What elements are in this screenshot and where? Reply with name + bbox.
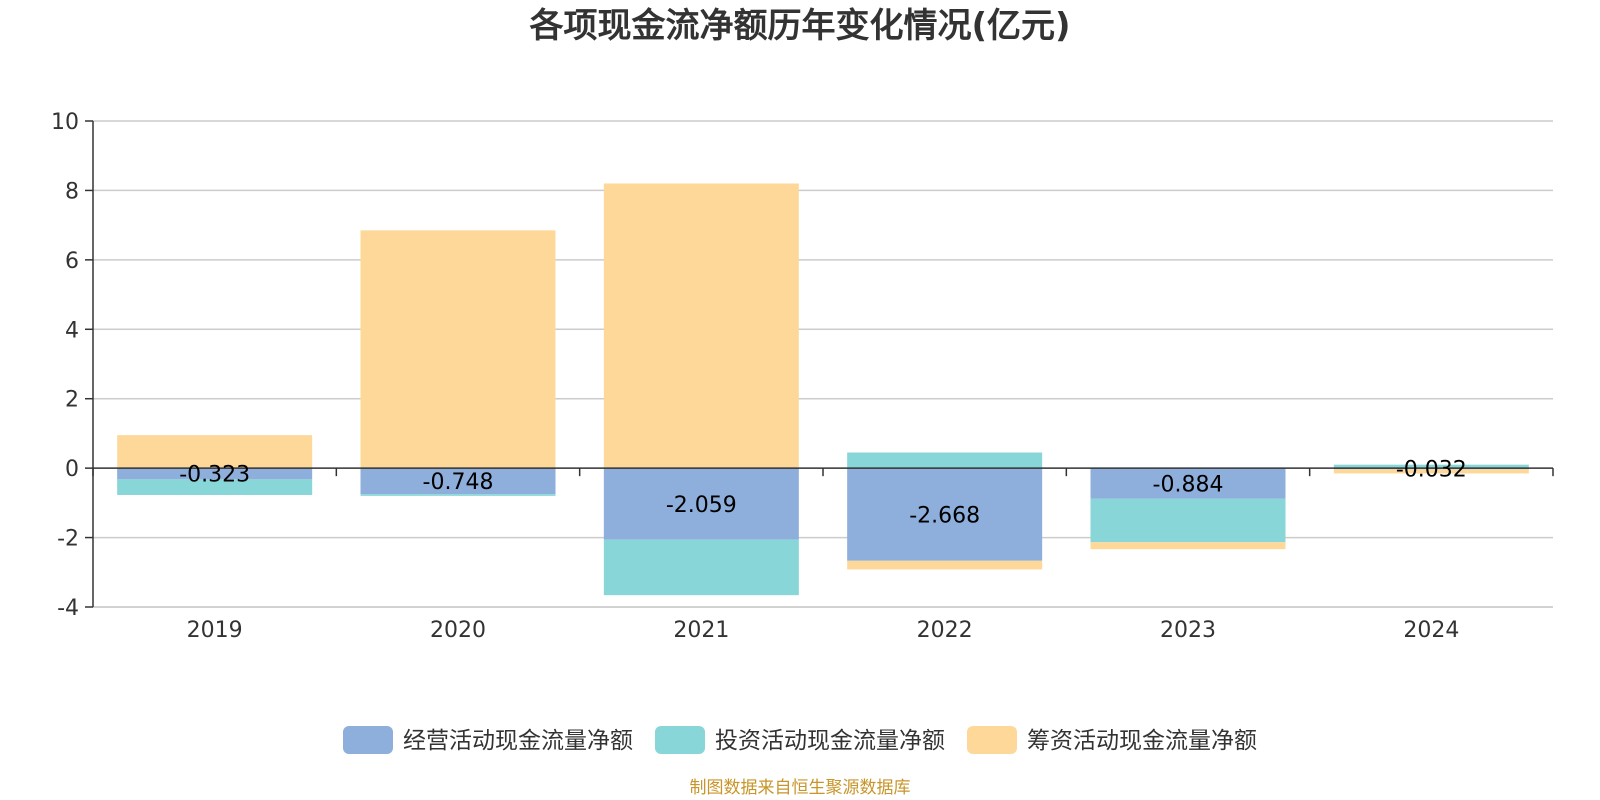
bar-series3-2020 [360, 230, 556, 469]
y-tick-label: 6 [65, 249, 79, 274]
x-tick-label: 2020 [430, 618, 486, 643]
data-label: -2.668 [909, 503, 980, 528]
data-label: -0.032 [1396, 458, 1467, 483]
data-source-note: 制图数据来自恒生聚源数据库 [690, 778, 911, 798]
y-tick-label: 4 [65, 318, 79, 343]
axes: 10 8 6 4 2 0 -2 -4 2019 2020 2021 2022 2023 2024 [51, 110, 1554, 643]
data-labels: -0.323 -0.748 -2.059 -2.668 -0.884 -0.032 [179, 458, 1467, 529]
legend-label-1: 经营活动现金流量净额 [403, 728, 633, 754]
bar-series2-2020 [360, 494, 556, 496]
data-label: -0.884 [1153, 472, 1224, 497]
bar-series1-2021 [603, 468, 799, 540]
bar-series1-2022 [847, 468, 1043, 561]
x-tick-label: 2022 [917, 618, 973, 643]
bar-series3-2019 [117, 435, 313, 469]
y-tick-label: -4 [57, 596, 79, 621]
x-tick-label: 2024 [1403, 618, 1459, 643]
bar-series2-2022 [847, 452, 1043, 469]
y-tick-label: 2 [65, 388, 79, 413]
data-label: -2.059 [666, 493, 737, 518]
bar-series2-2024 [1333, 464, 1529, 469]
data-label: -0.748 [423, 470, 494, 495]
legend-swatch-2 [655, 726, 705, 754]
legend: 经营活动现金流量净额 投资活动现金流量净额 筹资活动现金流量净额 [343, 726, 1257, 754]
y-tick-label: 0 [65, 457, 79, 482]
x-tick-label: 2023 [1160, 618, 1216, 643]
data-label: -0.323 [179, 463, 250, 488]
bar-series3-2021 [603, 183, 799, 469]
chart-title: 各项现金流净额历年变化情况(亿元) [529, 6, 1070, 46]
y-tick-label: -2 [57, 527, 79, 552]
legend-label-2: 投资活动现金流量净额 [715, 728, 945, 754]
bar-series2-2021 [603, 539, 799, 596]
legend-swatch-1 [343, 726, 393, 754]
bars [117, 183, 1529, 596]
y-tick-label: 10 [51, 110, 79, 135]
bar-series1-2020 [360, 468, 556, 495]
grid-lines [93, 120, 1553, 608]
legend-label-3: 筹资活动现金流量净额 [1027, 728, 1257, 754]
x-tick-label: 2019 [187, 618, 243, 643]
legend-swatch-3 [967, 726, 1017, 754]
bar-series1-2019 [117, 468, 313, 480]
bar-series3-2023 [1090, 542, 1286, 550]
bar-series3-2022 [847, 560, 1043, 570]
bar-series1-2023 [1090, 468, 1286, 499]
bar-series2-2023 [1090, 498, 1286, 543]
bar-series3-2024 [1333, 469, 1529, 474]
y-tick-label: 8 [65, 179, 79, 204]
x-tick-label: 2021 [673, 618, 729, 643]
bar-series2-2019 [117, 479, 313, 495]
